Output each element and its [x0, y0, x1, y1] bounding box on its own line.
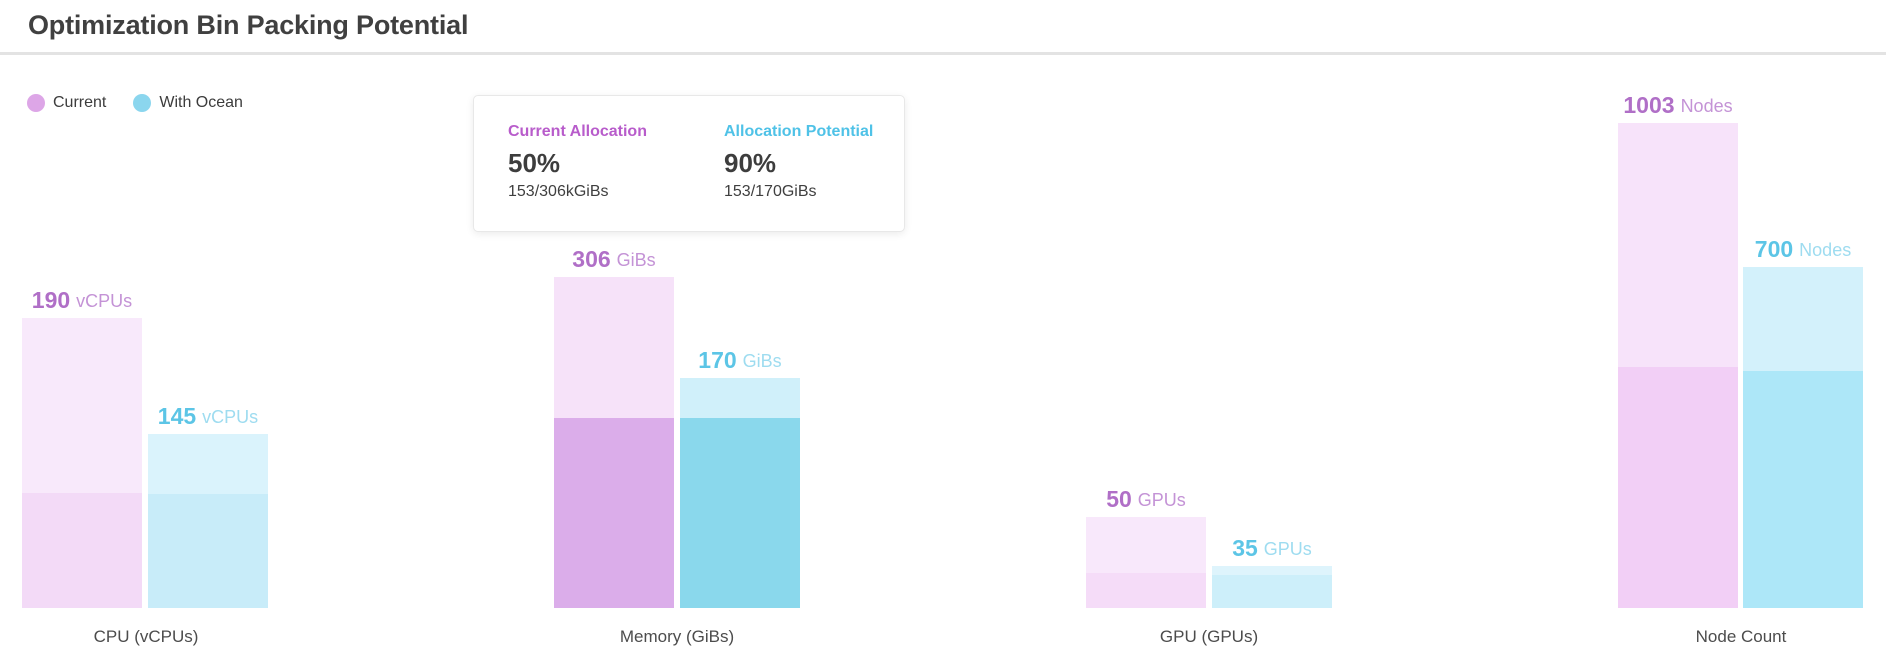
bar-unit-ocean-memory: GiBs — [742, 351, 782, 371]
bar-label-ocean-nodes: 700 Nodes — [1743, 221, 1863, 261]
bar-value-current-gpu: 50 — [1106, 486, 1132, 512]
legend-item-current[interactable]: Current — [27, 94, 106, 112]
bar-used-fill-current-memory — [554, 418, 674, 608]
header-divider — [0, 52, 1886, 55]
bar-current-nodes[interactable] — [1618, 123, 1738, 608]
bar-value-ocean-cpu: 145 — [157, 403, 197, 429]
bar-label-current-nodes: 1003 Nodes — [1618, 77, 1738, 117]
bar-value-ocean-memory: 170 — [698, 347, 737, 373]
bar-label-current-memory: 306 GiBs — [554, 231, 674, 271]
legend-dot-current-icon — [27, 94, 45, 112]
legend-label-current: Current — [53, 94, 107, 111]
bar-ocean-memory[interactable] — [680, 378, 800, 608]
allocation-tooltip: Current Allocation 50% 153/306kGiBs Allo… — [473, 95, 905, 232]
bar-used-fill-ocean-cpu — [148, 494, 268, 608]
tooltip-column-allocation-potential: Allocation Potential 90% 153/170GiBs — [724, 122, 912, 231]
axis-label-cpu: CPU (vCPUs) — [93, 627, 199, 646]
tooltip-column-current-allocation: Current Allocation 50% 153/306kGiBs — [508, 122, 696, 231]
bar-value-ocean-nodes: 700 — [1754, 236, 1794, 262]
bar-label-ocean-gpu: 35 GPUs — [1212, 520, 1332, 560]
bar-value-current-memory: 306 — [572, 246, 611, 272]
bar-unit-ocean-cpu: vCPUs — [202, 407, 259, 427]
bar-used-fill-ocean-memory — [680, 418, 800, 608]
bar-used-fill-ocean-gpu — [1212, 575, 1332, 608]
tooltip-detail-potential: 153/170GiBs — [724, 183, 817, 200]
bar-value-current-cpu: 190 — [31, 287, 71, 313]
bar-label-current-cpu: 190 vCPUs — [22, 272, 142, 312]
chart-legend: Current With Ocean — [27, 94, 243, 112]
bar-value-ocean-gpu: 35 — [1232, 535, 1258, 561]
bar-current-gpu[interactable] — [1086, 517, 1206, 608]
panel-header: Optimization Bin Packing Potential — [0, 0, 1886, 52]
bar-current-memory[interactable] — [554, 277, 674, 608]
bar-unit-ocean-nodes: Nodes — [1799, 240, 1852, 260]
bar-label-current-gpu: 50 GPUs — [1086, 471, 1206, 511]
bar-used-fill-ocean-nodes — [1743, 371, 1863, 608]
legend-dot-with-ocean-icon — [133, 94, 152, 112]
tooltip-percent-current: 50% — [508, 148, 561, 178]
bar-value-current-nodes: 1003 — [1623, 92, 1675, 118]
tooltip-title-allocation-potential: Allocation Potential — [724, 123, 874, 140]
bar-used-fill-current-cpu — [22, 493, 142, 608]
bar-unit-current-cpu: vCPUs — [76, 291, 133, 311]
bar-label-ocean-cpu: 145 vCPUs — [148, 388, 268, 428]
bar-unit-current-nodes: Nodes — [1680, 96, 1733, 116]
bar-current-cpu[interactable] — [22, 318, 142, 608]
bar-unit-current-gpu: GPUs — [1137, 490, 1186, 510]
bar-label-ocean-memory: 170 GiBs — [680, 332, 800, 372]
legend-item-with-ocean[interactable]: With Ocean — [133, 94, 243, 112]
bar-ocean-cpu[interactable] — [148, 434, 268, 608]
axis-label-memory: Memory (GiBs) — [619, 627, 735, 646]
bar-used-fill-current-nodes — [1618, 367, 1738, 608]
tooltip-percent-potential: 90% — [724, 148, 777, 178]
bar-unit-current-memory: GiBs — [616, 250, 656, 270]
bar-used-fill-current-gpu — [1086, 573, 1206, 608]
bar-ocean-gpu[interactable] — [1212, 566, 1332, 608]
panel-title: Optimization Bin Packing Potential — [28, 10, 469, 40]
bar-ocean-nodes[interactable] — [1743, 267, 1863, 608]
tooltip-detail-current: 153/306kGiBs — [508, 183, 609, 200]
axis-label-gpu: GPU (GPUs) — [1159, 627, 1259, 646]
tooltip-title-current-allocation: Current Allocation — [508, 123, 647, 140]
bar-unit-ocean-gpu: GPUs — [1263, 539, 1312, 559]
legend-label-with-ocean: With Ocean — [159, 94, 243, 111]
axis-label-nodes: Node Count — [1695, 627, 1787, 646]
